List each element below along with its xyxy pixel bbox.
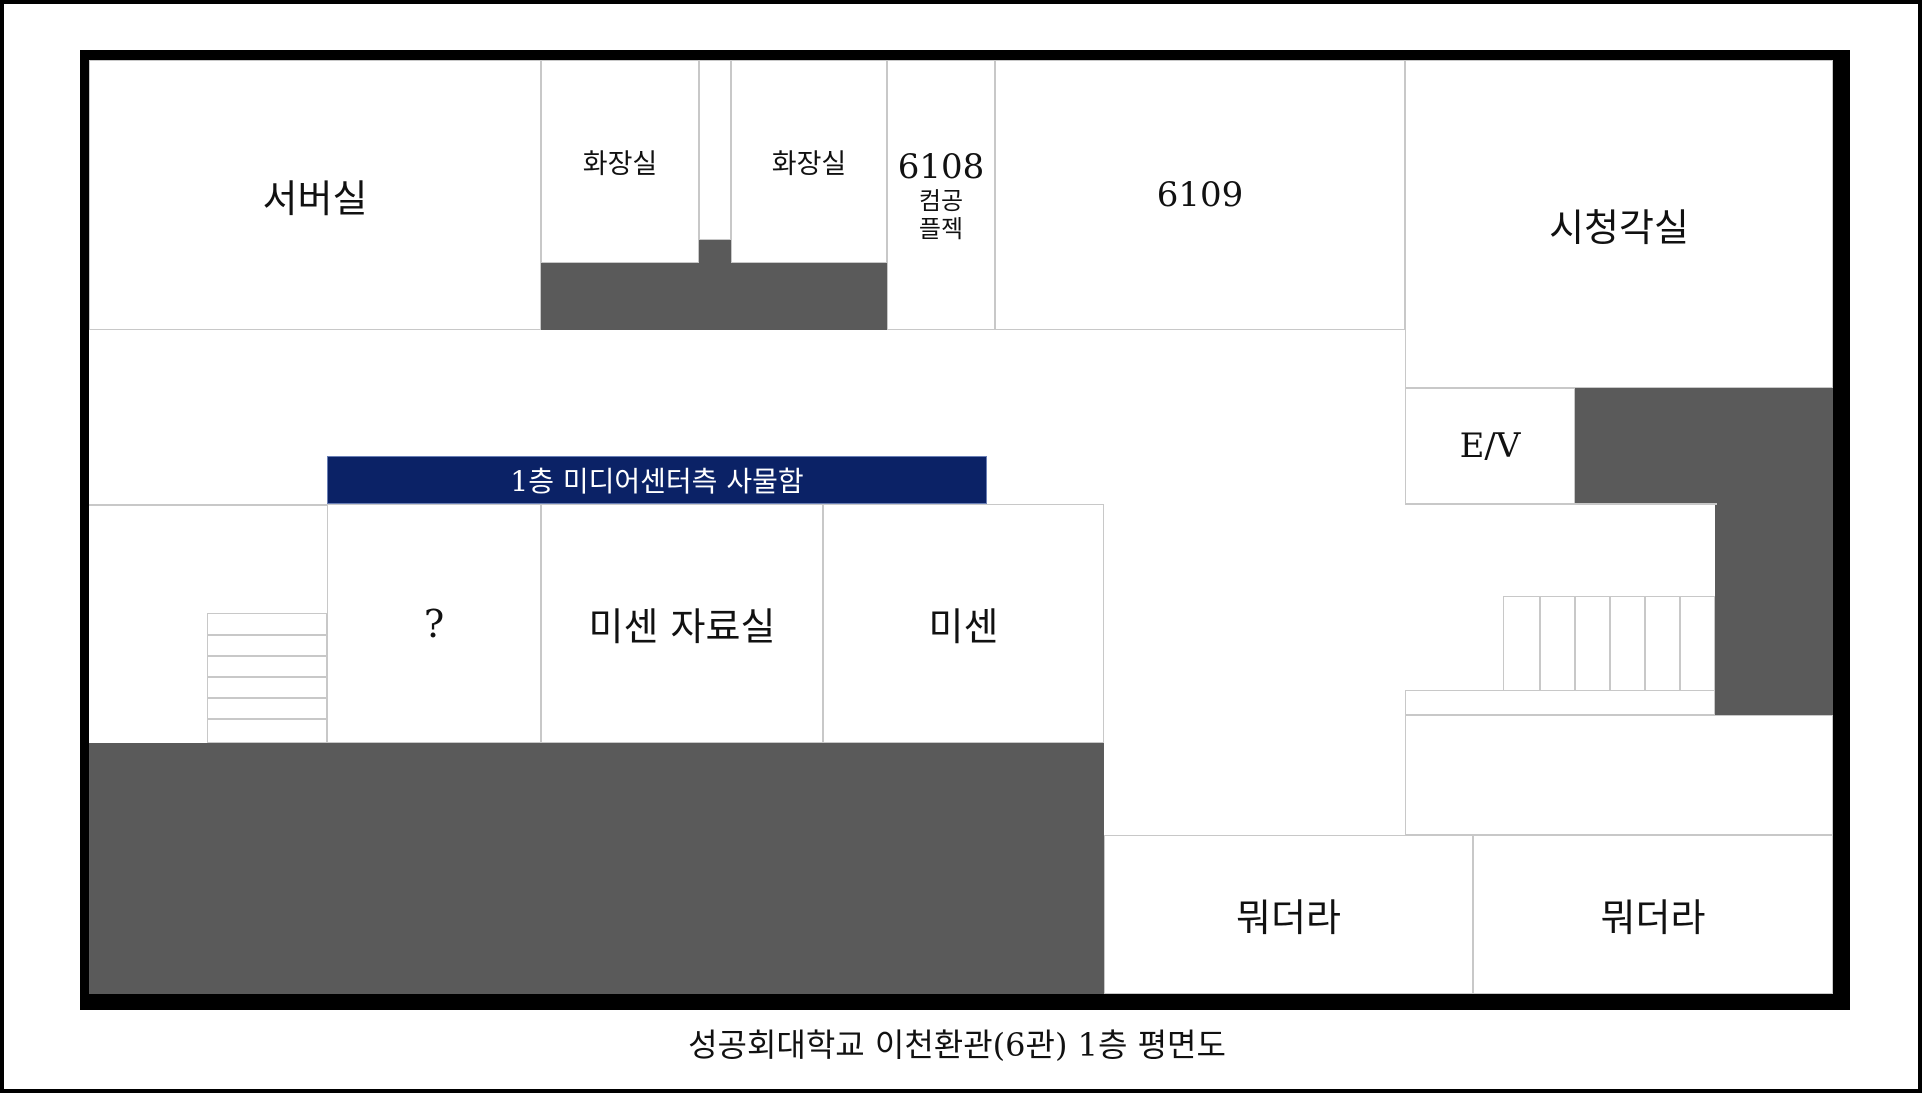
room-bottom-right-label: 뭐더라 xyxy=(1600,896,1706,940)
elevator[interactable]: E/V xyxy=(1405,388,1575,504)
room-bottom-right[interactable]: 뭐더라 xyxy=(1473,835,1833,994)
stair-step xyxy=(207,676,327,678)
floor-plan: 서버실 화장실 화장실 6108 컴공 플젝 6109 시청각실 E/V 뭐더라… xyxy=(89,60,1833,994)
room-av[interactable]: 시청각실 xyxy=(1405,60,1833,388)
room-restroom-left-label: 화장실 xyxy=(582,149,658,180)
room-restroom-right-label: 화장실 xyxy=(771,149,847,180)
room-misen[interactable]: 미센 xyxy=(823,504,1104,743)
elevator-label: E/V xyxy=(1459,426,1521,466)
blocked-area-bottom-left xyxy=(89,743,1104,994)
stair-step xyxy=(1539,596,1541,692)
room-restroom-left[interactable]: 화장실 xyxy=(541,60,699,263)
room-6108-line1: 컴공 xyxy=(918,187,964,215)
blocked-area-right xyxy=(1715,504,1833,715)
plan-caption: 성공회대학교 이천환관(6관) 1층 평면도 xyxy=(688,1026,1226,1064)
stair-step xyxy=(1644,596,1646,692)
staircase-left[interactable] xyxy=(207,613,327,743)
room-unknown[interactable]: ? xyxy=(327,504,541,743)
stair-step xyxy=(1609,596,1611,692)
restroom-divider xyxy=(699,60,731,240)
room-lower-right-space xyxy=(1405,715,1833,835)
room-restroom-right[interactable]: 화장실 xyxy=(731,60,887,263)
stair-step xyxy=(1679,596,1681,692)
stair-step xyxy=(207,634,327,636)
corridor-line-left xyxy=(89,504,327,506)
corridor-line-right xyxy=(1405,503,1717,505)
room-server-label: 서버실 xyxy=(262,176,368,221)
locker-banner-label: 1층 미디어센터측 사물함 xyxy=(510,465,804,498)
room-misen-archive-label: 미센 자료실 xyxy=(588,605,776,649)
stair-step xyxy=(207,718,327,720)
room-misen-label: 미센 xyxy=(928,605,999,649)
stair-step xyxy=(207,655,327,657)
room-6108-line2: 플젝 xyxy=(918,215,964,243)
stair-landing xyxy=(1405,690,1715,715)
room-bottom-left-label: 뭐더라 xyxy=(1236,896,1341,940)
room-6108[interactable]: 6108 컴공 플젝 xyxy=(887,60,995,330)
room-misen-archive[interactable]: 미센 자료실 xyxy=(541,504,823,743)
room-6109-label: 6109 xyxy=(1156,175,1244,215)
room-6109[interactable]: 6109 xyxy=(995,60,1405,330)
stair-step xyxy=(1574,596,1576,692)
room-6108-number: 6108 xyxy=(897,147,985,187)
blocked-area-right-top xyxy=(1575,388,1833,504)
room-bottom-left[interactable]: 뭐더라 xyxy=(1104,835,1473,994)
blocked-area-restroom-notch xyxy=(699,240,731,263)
room-server[interactable]: 서버실 xyxy=(89,60,541,330)
locker-banner[interactable]: 1층 미디어센터측 사물함 xyxy=(327,456,987,504)
blocked-area-restroom xyxy=(541,263,887,330)
room-av-label: 시청각실 xyxy=(1549,205,1689,250)
stair-step xyxy=(207,697,327,699)
room-unknown-label: ? xyxy=(423,601,445,646)
